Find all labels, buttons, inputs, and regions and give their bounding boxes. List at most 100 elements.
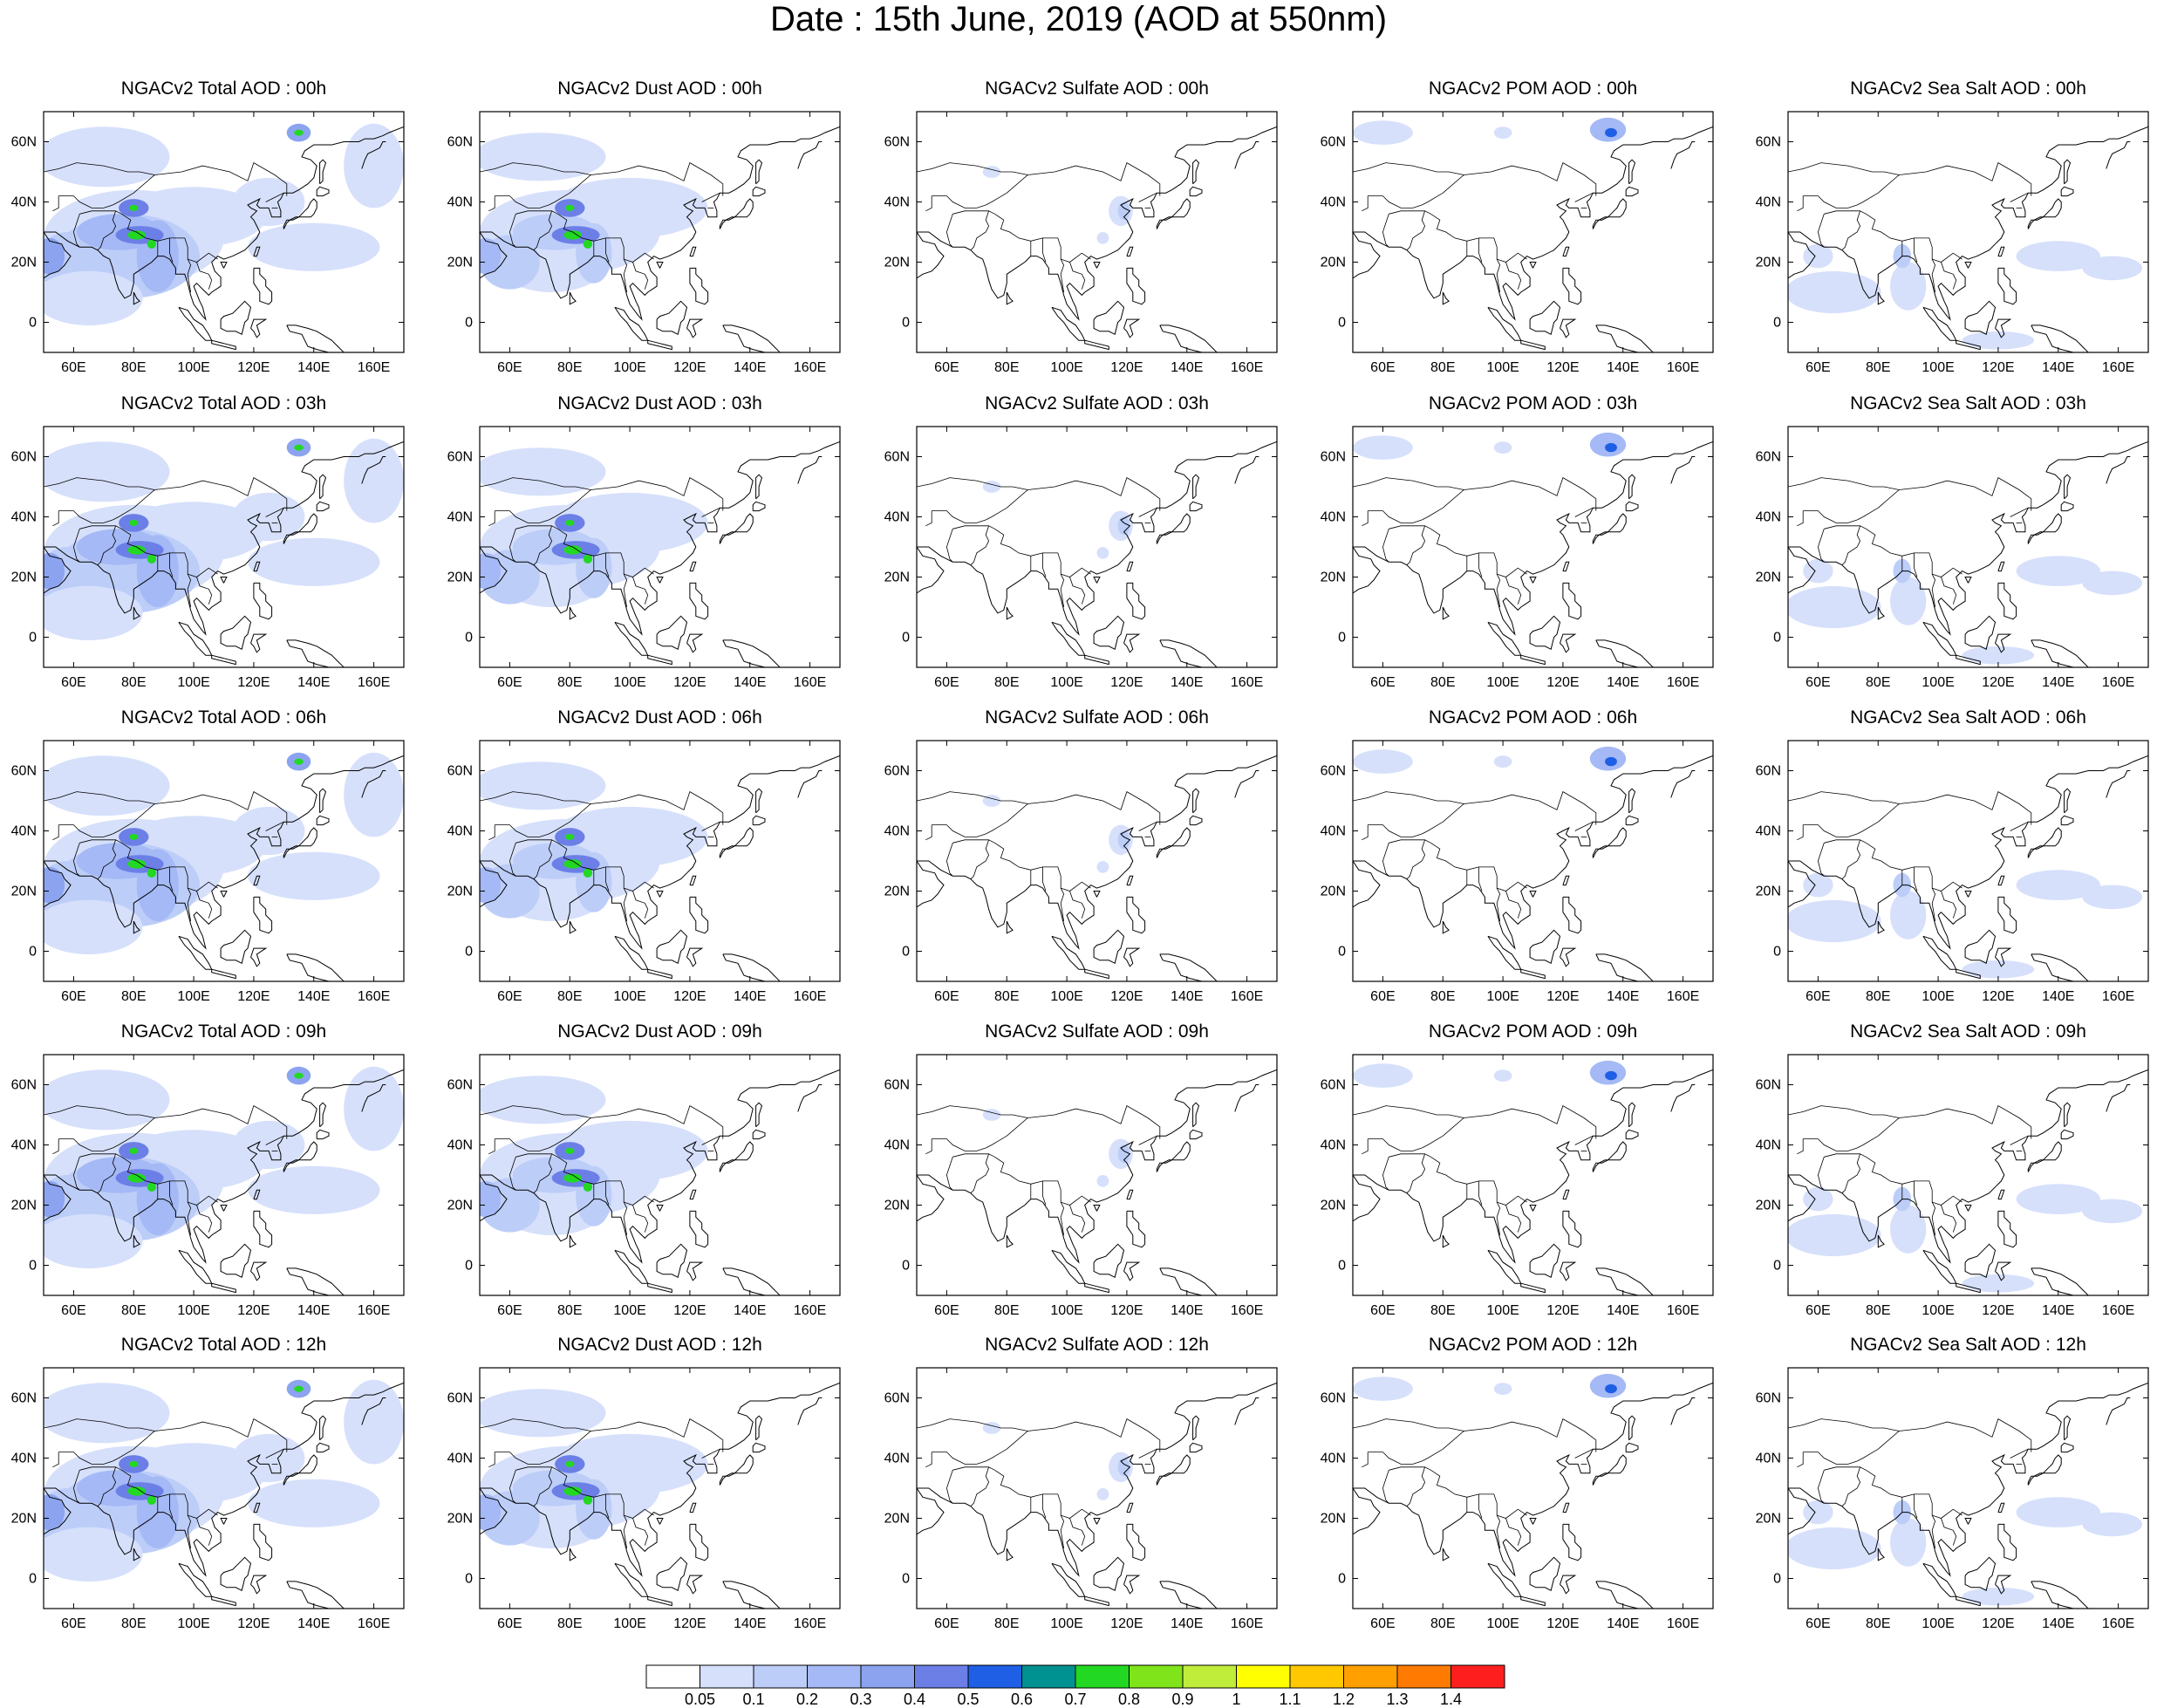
coastline <box>211 654 236 666</box>
country-border <box>2010 192 2029 202</box>
coastline <box>1159 953 1218 981</box>
coastline <box>755 474 763 500</box>
aod-field <box>44 438 404 667</box>
aod-region <box>1117 516 1130 536</box>
coastline <box>1529 891 1537 898</box>
coastline <box>44 860 72 908</box>
coastline <box>480 1487 508 1535</box>
lon-tick-label: 140E <box>1171 675 1203 690</box>
coastline <box>614 935 649 970</box>
aod-field <box>1353 432 1713 667</box>
coastline <box>1997 896 2017 934</box>
lon-tick-label: 160E <box>2102 675 2134 690</box>
lat-tick-label: 0 <box>902 945 910 960</box>
country-border <box>1505 577 1522 605</box>
country-border <box>1505 1205 1522 1233</box>
country-border <box>1803 195 1858 208</box>
country-border <box>2010 821 2029 831</box>
country-border <box>495 1138 549 1151</box>
country-border <box>1817 843 1825 877</box>
coastline <box>917 546 945 594</box>
aod-region <box>2082 1199 2143 1224</box>
lon-tick-label: 60E <box>1805 360 1830 375</box>
coastline <box>1126 1210 1146 1248</box>
coastline <box>250 633 268 653</box>
coastline <box>1997 561 2005 572</box>
aod-region <box>583 239 593 249</box>
coastline <box>253 1189 261 1200</box>
map-panel: NGACv2 POM AOD : 06h 60E 80E 100E 120E 140E 16… <box>1318 707 1748 1018</box>
aod-field <box>44 123 404 352</box>
lat-tick-label: 60N <box>1756 1078 1781 1093</box>
panel-title: NGACv2 Sulfate AOD : 00h <box>985 79 1209 99</box>
coastline <box>250 947 268 967</box>
lat-tick-label: 60N <box>11 764 37 779</box>
lon-tick-label: 120E <box>1982 675 2014 690</box>
map-plot: 60E 80E 100E 120E 140E 160E 60N 40N 20N 0 <box>884 426 1278 690</box>
lat-tick-label: 20N <box>447 885 473 899</box>
lat-tick-label: 60N <box>447 764 473 779</box>
coastline <box>286 639 345 667</box>
coastline <box>1964 1243 1997 1279</box>
country-border <box>1138 507 1157 517</box>
aod-field <box>1788 755 2148 981</box>
coastline <box>1595 1267 1654 1295</box>
coastline <box>2027 1454 2062 1486</box>
coastline <box>2060 1442 2074 1453</box>
country-border <box>917 1105 1028 1118</box>
lat-tick-label: 0 <box>465 945 473 960</box>
country-border <box>623 258 628 293</box>
coastline <box>1922 621 1957 656</box>
map-plot: 60E 80E 100E 120E 140E 160E 60N 40N 20N 0 <box>1321 1367 1714 1631</box>
lat-tick-label: 60N <box>1321 764 1346 779</box>
coastline <box>1093 891 1101 898</box>
coastline <box>1997 246 2005 257</box>
aod-field <box>44 1066 404 1295</box>
map-panel: NGACv2 Dust AOD : 06h 60E 80E 100E 120E 140E 1… <box>445 707 875 1018</box>
country-border <box>1824 839 1962 892</box>
lat-tick-label: 60N <box>1321 450 1346 465</box>
coastline <box>1788 441 2148 636</box>
aod-region <box>1788 1213 1881 1257</box>
aod-region <box>44 270 143 325</box>
colorbar-label: 0.05 <box>684 1691 716 1708</box>
map-frame <box>1787 740 2149 982</box>
country-border <box>495 824 549 837</box>
country-border <box>945 1470 953 1504</box>
lat-tick-label: 40N <box>1321 195 1346 210</box>
map-plot: 60E 80E 100E 120E 140E 160E 60N 40N 20N 0 <box>447 740 841 1004</box>
aod-region <box>1353 120 1413 145</box>
country-border <box>1406 1466 1426 1506</box>
lon-tick-label: 160E <box>358 1616 390 1631</box>
coastline <box>1192 1415 1200 1441</box>
country-border <box>1138 1135 1157 1145</box>
country-border <box>1941 262 1957 290</box>
coastline <box>1592 1454 1627 1486</box>
country-border <box>701 1448 720 1459</box>
country-border <box>932 195 986 208</box>
coastline <box>689 1523 709 1561</box>
aod-region <box>1890 891 1927 939</box>
coastline <box>1562 1502 1570 1513</box>
aod-region <box>1096 861 1109 873</box>
coastline <box>1670 770 1696 798</box>
coastline <box>1670 141 1696 169</box>
coastline <box>1234 1397 1259 1425</box>
coastline <box>1156 1141 1191 1172</box>
coastline <box>656 1518 664 1525</box>
map-panel: NGACv2 Sea Salt AOD : 00h 60E 80E 100E 120E 1… <box>1753 79 2157 389</box>
coastline <box>1562 246 1570 257</box>
country-border <box>169 866 174 892</box>
country-border <box>1382 843 1389 877</box>
country-border <box>1841 1153 1861 1193</box>
lat-tick-label: 0 <box>29 945 37 960</box>
country-border <box>2010 1135 2029 1145</box>
lat-tick-label: 0 <box>1338 631 1346 646</box>
lat-tick-label: 20N <box>1321 256 1346 270</box>
coastline <box>1126 896 1146 934</box>
aod-region <box>563 1173 582 1183</box>
country-border <box>187 1201 192 1236</box>
country-border <box>1060 258 1065 293</box>
lon-tick-label: 120E <box>237 1303 270 1318</box>
country-border <box>515 839 654 892</box>
